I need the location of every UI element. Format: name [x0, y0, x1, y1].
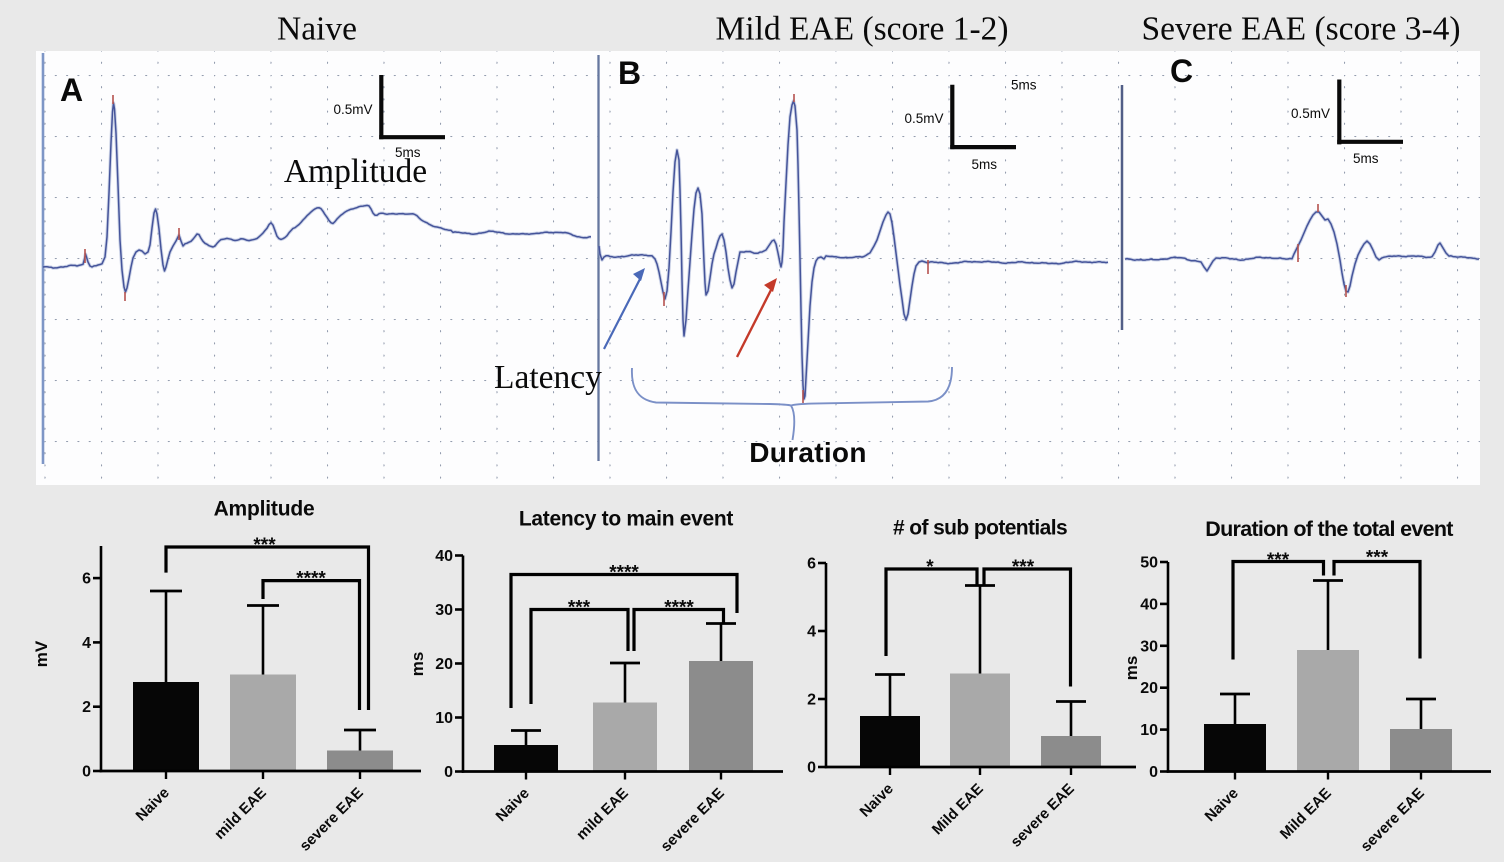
svg-text:4: 4: [82, 635, 91, 652]
svg-text:2: 2: [82, 699, 91, 716]
svg-text:mild EAE: mild EAE: [211, 784, 270, 843]
svg-text:40: 40: [1140, 596, 1158, 613]
svg-text:C: C: [1170, 53, 1193, 89]
svg-text:0: 0: [1149, 764, 1158, 781]
svg-text:0: 0: [444, 764, 453, 781]
svg-text:10: 10: [1140, 722, 1158, 739]
svg-text:5ms: 5ms: [972, 157, 998, 172]
svg-text:Latency to main event: Latency to main event: [519, 508, 734, 531]
svg-text:Amplitude: Amplitude: [284, 153, 427, 190]
svg-text:A: A: [60, 72, 83, 108]
svg-text:****: ****: [664, 598, 694, 619]
svg-text:B: B: [618, 55, 641, 91]
svg-text:# of sub potentials: # of sub potentials: [893, 517, 1067, 540]
svg-text:30: 30: [435, 602, 453, 619]
svg-text:severe EAE: severe EAE: [1357, 785, 1427, 855]
svg-text:***: ***: [1267, 550, 1290, 571]
svg-text:5ms: 5ms: [1011, 78, 1037, 93]
svg-text:ms: ms: [408, 652, 427, 677]
svg-text:ms: ms: [1122, 656, 1141, 681]
svg-text:Amplitude: Amplitude: [214, 498, 315, 521]
svg-text:***: ***: [253, 535, 276, 556]
svg-text:Naive: Naive: [493, 785, 533, 825]
svg-text:Latency: Latency: [494, 359, 602, 396]
svg-text:4: 4: [807, 624, 816, 641]
svg-text:0.5mV: 0.5mV: [904, 111, 943, 126]
svg-text:mild EAE: mild EAE: [573, 785, 632, 844]
svg-text:0: 0: [82, 764, 91, 781]
svg-text:50: 50: [1140, 555, 1158, 572]
svg-text:5ms: 5ms: [395, 145, 421, 160]
svg-text:40: 40: [435, 548, 453, 565]
svg-text:severe EAE: severe EAE: [296, 784, 366, 854]
svg-text:Mild EAE: Mild EAE: [929, 780, 987, 838]
svg-text:Naive: Naive: [857, 780, 897, 820]
svg-text:0.5mV: 0.5mV: [333, 102, 372, 117]
svg-text:***: ***: [1366, 548, 1389, 569]
svg-text:***: ***: [568, 598, 591, 619]
svg-text:severe EAE: severe EAE: [1007, 780, 1077, 850]
svg-text:5ms: 5ms: [1353, 151, 1379, 166]
svg-text:*: *: [926, 557, 934, 578]
svg-text:severe EAE: severe EAE: [657, 785, 727, 855]
svg-text:Duration of the total event: Duration of the total event: [1205, 517, 1453, 541]
svg-text:****: ****: [609, 563, 639, 584]
svg-text:2: 2: [807, 692, 816, 709]
svg-text:****: ****: [296, 569, 326, 590]
svg-text:6: 6: [807, 556, 816, 573]
svg-text:Naive: Naive: [133, 784, 173, 824]
svg-text:10: 10: [435, 710, 453, 727]
svg-text:Naive: Naive: [277, 11, 357, 48]
svg-text:20: 20: [435, 656, 453, 673]
svg-text:mV: mV: [32, 640, 51, 667]
svg-text:0: 0: [807, 760, 816, 777]
svg-text:Duration: Duration: [749, 437, 867, 468]
svg-text:Mild EAE: Mild EAE: [1277, 785, 1335, 843]
svg-text:Severe EAE (score 3-4): Severe EAE (score 3-4): [1141, 11, 1460, 48]
svg-text:6: 6: [82, 571, 91, 588]
svg-text:Mild EAE (score 1-2): Mild EAE (score 1-2): [715, 11, 1008, 48]
svg-text:Naive: Naive: [1202, 785, 1242, 825]
svg-text:***: ***: [1012, 557, 1035, 578]
svg-text:30: 30: [1140, 638, 1158, 655]
svg-text:20: 20: [1140, 680, 1158, 697]
svg-text:0.5mV: 0.5mV: [1291, 106, 1330, 121]
